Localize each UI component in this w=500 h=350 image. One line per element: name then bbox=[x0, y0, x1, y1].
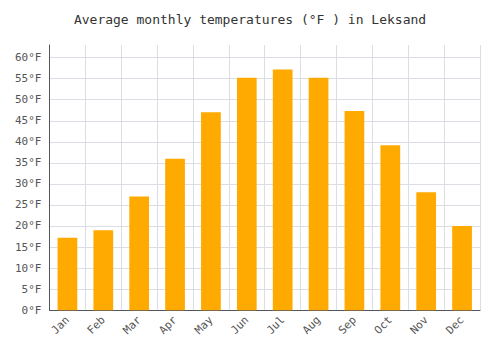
svg-text:Aug: Aug bbox=[300, 314, 323, 337]
svg-text:10°F: 10°F bbox=[15, 262, 42, 275]
svg-text:15°F: 15°F bbox=[15, 241, 42, 254]
svg-text:55°F: 55°F bbox=[15, 72, 42, 85]
svg-text:35°F: 35°F bbox=[15, 156, 42, 169]
svg-text:Mar: Mar bbox=[121, 313, 144, 336]
svg-text:Average monthly temperatures (: Average monthly temperatures (°F ) in Le… bbox=[74, 12, 426, 27]
svg-text:20°F: 20°F bbox=[15, 219, 42, 232]
svg-text:Oct: Oct bbox=[372, 314, 395, 337]
svg-text:60°F: 60°F bbox=[15, 51, 42, 64]
svg-text:30°F: 30°F bbox=[15, 177, 42, 190]
svg-text:Jun: Jun bbox=[228, 314, 251, 337]
svg-text:Jan: Jan bbox=[49, 314, 72, 337]
svg-text:Nov: Nov bbox=[408, 313, 431, 336]
svg-text:5°F: 5°F bbox=[22, 283, 42, 296]
svg-text:Jul: Jul bbox=[264, 314, 287, 337]
svg-text:0°F: 0°F bbox=[22, 304, 42, 317]
svg-text:50°F: 50°F bbox=[15, 93, 42, 106]
svg-text:Feb: Feb bbox=[85, 314, 108, 337]
svg-text:40°F: 40°F bbox=[15, 135, 42, 148]
svg-text:Sep: Sep bbox=[336, 314, 359, 337]
svg-text:Dec: Dec bbox=[443, 314, 466, 337]
svg-text:Apr: Apr bbox=[156, 313, 179, 336]
svg-text:May: May bbox=[192, 313, 215, 336]
svg-text:45°F: 45°F bbox=[15, 114, 42, 127]
svg-text:25°F: 25°F bbox=[15, 198, 42, 211]
